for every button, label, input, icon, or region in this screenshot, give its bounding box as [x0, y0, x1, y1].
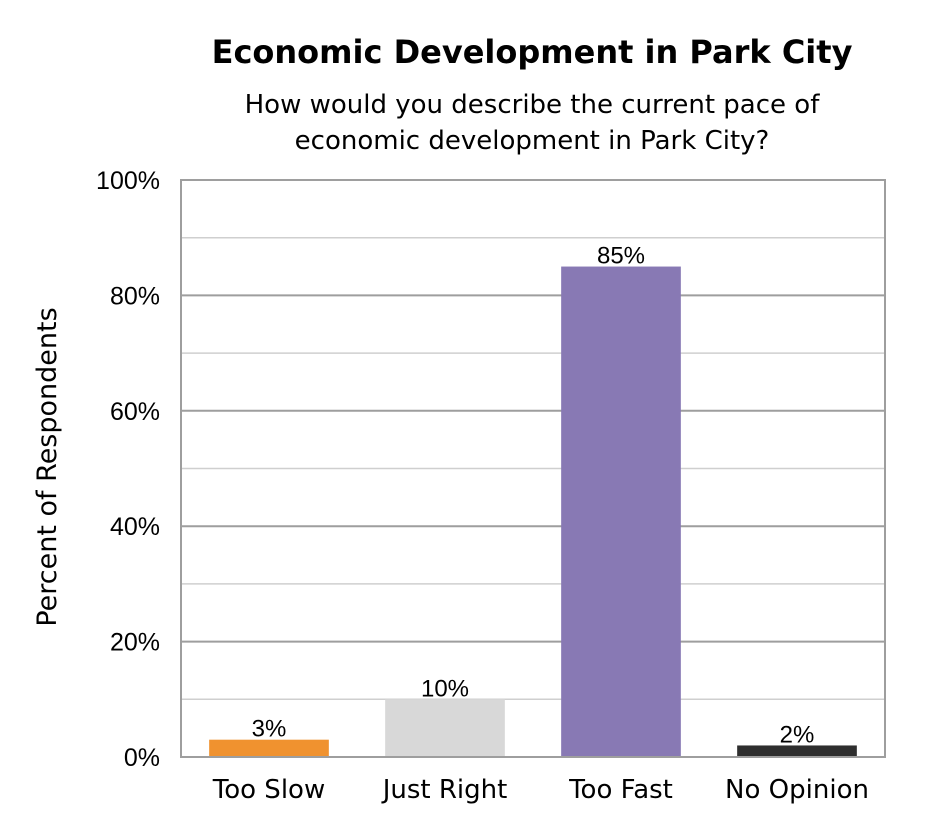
bar-too-fast: [561, 266, 681, 757]
data-label-no-opinion: 2%: [780, 721, 815, 748]
bar-just-right: [385, 699, 505, 757]
y-axis-tick-labels: 0% 20% 40% 60% 80% 100%: [96, 167, 160, 772]
y-tick-label-80: 80%: [110, 282, 160, 310]
plot-area-frame: [180, 179, 886, 758]
x-category-label-no-opinion: No Opinion: [725, 775, 869, 805]
y-tick-label-20: 20%: [110, 629, 160, 657]
x-category-label-too-slow: Too Slow: [212, 775, 325, 805]
x-category-label-just-right: Just Right: [381, 775, 508, 805]
bar-too-slow: [209, 739, 329, 757]
y-tick-label-0: 0%: [124, 744, 160, 772]
data-label-too-slow: 3%: [252, 716, 287, 743]
y-tick-label-60: 60%: [110, 398, 160, 426]
y-axis-title: Percent of Respondents: [32, 307, 63, 626]
data-labels: 3% 10% 85% 2%: [252, 243, 815, 749]
gridlines: [181, 179, 885, 758]
y-tick-label-100: 100%: [96, 167, 160, 195]
x-axis-category-labels: Too Slow Just Right Too Fast No Opinion: [212, 775, 869, 805]
data-label-too-fast: 85%: [597, 243, 645, 270]
chart-title: Economic Development in Park City: [212, 33, 853, 71]
chart-subtitle-line-2: economic development in Park City?: [295, 126, 770, 156]
bar-no-opinion: [737, 745, 857, 757]
chart-subtitle-line-1: How would you describe the current pace …: [245, 90, 821, 120]
bars: [209, 266, 857, 757]
y-tick-label-40: 40%: [110, 513, 160, 541]
x-category-label-too-fast: Too Fast: [568, 775, 673, 805]
data-label-just-right: 10%: [421, 675, 469, 702]
